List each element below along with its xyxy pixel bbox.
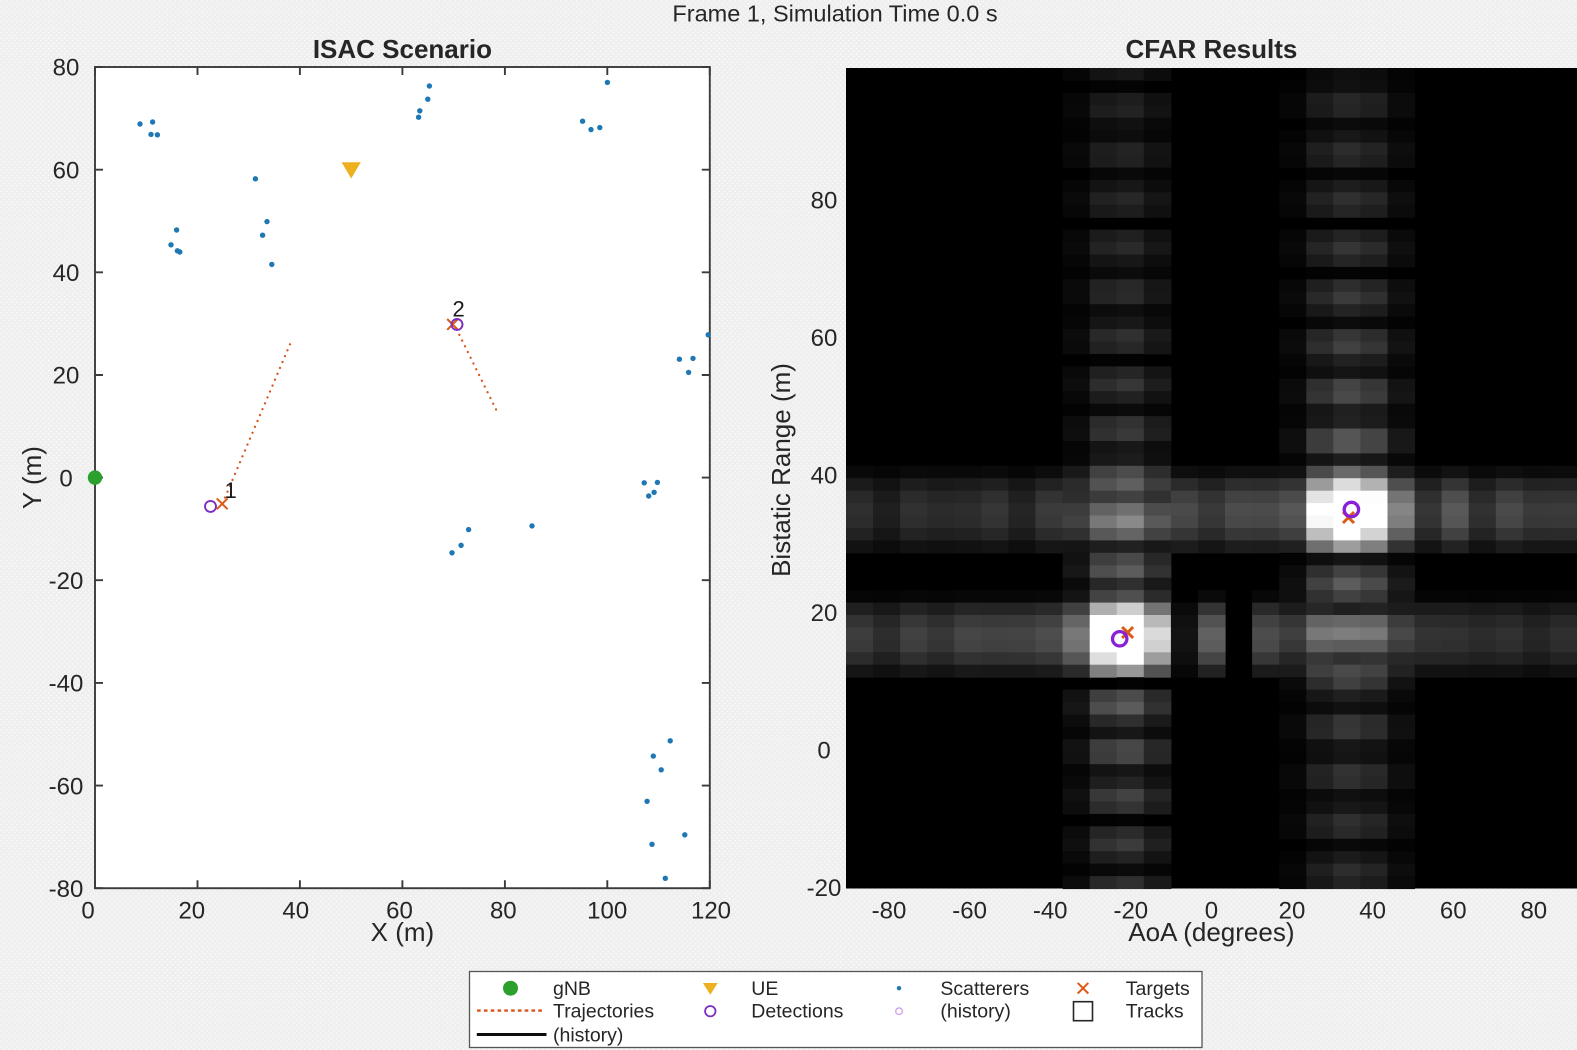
svg-text:20: 20 xyxy=(811,600,838,627)
svg-text:-40: -40 xyxy=(49,671,84,698)
svg-text:Tracks: Tracks xyxy=(1126,1000,1184,1022)
svg-text:Targets: Targets xyxy=(1126,978,1190,1000)
svg-text:40: 40 xyxy=(1359,898,1386,925)
svg-text:Frame 1, Simulation Time 0.0 s: Frame 1, Simulation Time 0.0 s xyxy=(672,1,997,27)
svg-text:80: 80 xyxy=(811,188,838,215)
svg-text:-40: -40 xyxy=(1033,898,1068,925)
svg-text:CFAR Results: CFAR Results xyxy=(1125,34,1297,64)
svg-text:2: 2 xyxy=(453,297,465,322)
svg-text:20: 20 xyxy=(53,363,80,390)
svg-text:80: 80 xyxy=(53,55,80,82)
svg-text:-80: -80 xyxy=(872,898,907,925)
svg-text:60: 60 xyxy=(53,157,80,184)
svg-text:0: 0 xyxy=(81,898,94,925)
svg-text:-20: -20 xyxy=(1113,898,1148,925)
svg-text:Detections: Detections xyxy=(751,1000,843,1022)
svg-text:0: 0 xyxy=(59,465,72,492)
svg-text:Bistatic Range (m): Bistatic Range (m) xyxy=(766,363,796,577)
svg-text:60: 60 xyxy=(811,325,838,352)
svg-text:1: 1 xyxy=(225,478,237,503)
svg-text:100: 100 xyxy=(587,898,627,925)
svg-text:-20: -20 xyxy=(49,568,84,595)
svg-text:Scatterers: Scatterers xyxy=(940,978,1029,1000)
svg-text:60: 60 xyxy=(386,898,413,925)
svg-text:120: 120 xyxy=(691,898,731,925)
svg-text:40: 40 xyxy=(282,898,309,925)
svg-text:-60: -60 xyxy=(49,773,84,800)
svg-text:20: 20 xyxy=(1279,898,1306,925)
svg-text:80: 80 xyxy=(1520,898,1547,925)
svg-text:-20: -20 xyxy=(807,875,842,902)
svg-text:Trajectories: Trajectories xyxy=(553,1000,654,1022)
svg-text:60: 60 xyxy=(1440,898,1467,925)
svg-text:(history): (history) xyxy=(940,1000,1010,1022)
svg-text:Y (m): Y (m) xyxy=(17,446,47,509)
svg-text:X (m): X (m) xyxy=(371,917,435,947)
svg-text:UE: UE xyxy=(751,978,778,1000)
svg-text:-80: -80 xyxy=(49,876,84,903)
svg-text:80: 80 xyxy=(490,898,517,925)
svg-text:AoA (degrees): AoA (degrees) xyxy=(1128,917,1294,947)
svg-text:ISAC Scenario: ISAC Scenario xyxy=(313,34,492,64)
svg-text:40: 40 xyxy=(53,260,80,287)
svg-text:(history): (history) xyxy=(553,1024,623,1046)
svg-text:gNB: gNB xyxy=(553,978,591,1000)
svg-text:40: 40 xyxy=(811,463,838,490)
svg-text:-60: -60 xyxy=(952,898,987,925)
svg-text:0: 0 xyxy=(1205,898,1218,925)
svg-text:0: 0 xyxy=(817,738,830,765)
svg-text:20: 20 xyxy=(178,898,205,925)
